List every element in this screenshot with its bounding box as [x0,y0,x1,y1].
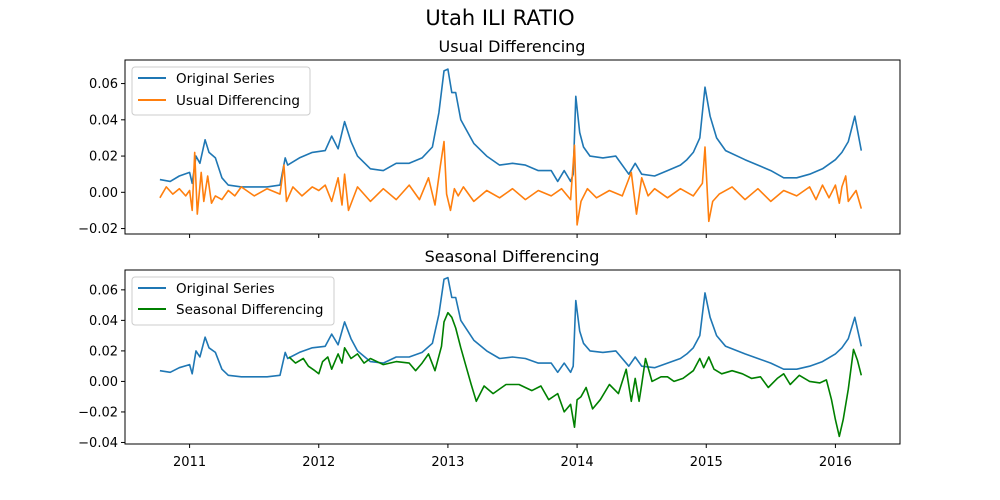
x-tick-label-seasonal-2: 2013 [431,455,464,470]
y-tick-label-usual-0: −0.02 [78,222,118,237]
y-tick-label-usual-2: 0.02 [89,150,118,165]
lines-seasonal [159,276,863,438]
legend-label-original-usual: Original Series [176,71,275,87]
series-line-seasonal-0 [159,276,863,378]
x-tick-label-seasonal-1: 2012 [302,455,335,470]
legend-frame-seasonal [131,276,335,326]
subplot-title-seasonal: Seasonal Differencing [425,247,600,266]
plot-frame-seasonal [124,269,901,445]
y-tick-label-seasonal-4: 0.04 [89,314,118,329]
x-tick-label-seasonal-4: 2015 [690,455,723,470]
y-tick-label-usual-3: 0.04 [89,113,118,128]
legend-label-usual: Usual Differencing [176,93,300,109]
plot-frame-usual [124,59,901,235]
x-tick-label-seasonal-0: 2011 [173,455,206,470]
legend-label-seasonal: Seasonal Differencing [176,302,323,318]
subplot-seasonal-differencing: Seasonal Differencing −0.04 −0.02 0.00 0.02… [78,247,901,470]
x-axis-usual [189,234,836,238]
subplot-title-usual: Usual Differencing [439,37,586,56]
x-tick-label-seasonal-5: 2016 [819,455,852,470]
y-tick-label-usual-4: 0.06 [89,77,118,92]
y-tick-label-seasonal-5: 0.06 [89,283,118,298]
legend-seasonal: Original Series Seasonal Differencing [131,276,335,326]
y-tick-label-seasonal-3: 0.02 [89,344,118,359]
y-tick-label-seasonal-1: −0.02 [78,405,118,420]
lines-usual [159,68,863,226]
x-axis-seasonal: 2011 2012 2013 2014 2015 2016 [173,444,852,470]
y-axis-seasonal: −0.04 −0.02 0.00 0.02 0.04 0.06 [78,283,125,451]
x-tick-label-seasonal-3: 2014 [561,455,594,470]
series-line-usual-1 [159,140,863,226]
legend-usual: Original Series Usual Differencing [131,66,311,116]
y-tick-label-seasonal-0: −0.04 [78,436,118,451]
series-line-usual-0 [159,68,863,188]
subplot-usual-differencing: Usual Differencing −0.02 0.00 0.02 0.04 0.06… [78,37,901,238]
legend-frame-usual [131,66,311,116]
legend-label-original-seasonal: Original Series [176,281,275,297]
series-line-seasonal-1 [288,311,863,438]
y-axis-usual: −0.02 0.00 0.02 0.04 0.06 [78,77,125,237]
figure-suptitle: Utah ILI RATIO [425,6,574,30]
y-tick-label-usual-1: 0.00 [89,186,118,201]
y-tick-label-seasonal-2: 0.00 [89,375,118,390]
